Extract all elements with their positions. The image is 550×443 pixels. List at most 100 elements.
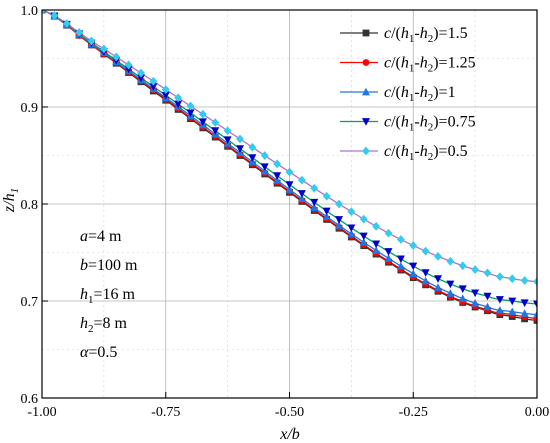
series-4-point: [421, 246, 430, 256]
series-3-point: [236, 145, 244, 153]
series-4-point: [248, 142, 257, 152]
series-4-point: [161, 85, 170, 94]
series-2-point: [322, 212, 331, 220]
series-2-point: [483, 302, 492, 311]
series-4-point: [42, 10, 46, 15]
series-3-point: [149, 83, 158, 91]
series-4-point: [384, 228, 393, 238]
series-3-point: [198, 118, 207, 126]
series-2-point: [520, 309, 529, 317]
series-2-point: [396, 261, 405, 270]
series-4-point: [87, 36, 96, 46]
series-3-point: [260, 163, 269, 171]
series-2-point: [409, 269, 418, 278]
series-4-point: [458, 261, 467, 271]
series-3-point: [359, 232, 368, 241]
legend-marker-3: [362, 118, 370, 126]
series-4-point: [347, 207, 356, 217]
legend-marker-0: [362, 29, 370, 37]
series-3-point: [335, 216, 343, 224]
tick-labels: -1.00 -0.75 -0.50 -0.25 0.00 0.6 0.7 0.8 0.9 1.0: [21, 4, 550, 420]
series-4-point: [149, 76, 158, 86]
series-3-point: [223, 136, 232, 144]
series-3-point: [458, 285, 467, 294]
series-3-point: [297, 190, 306, 198]
series-2-point: [495, 306, 504, 314]
series-4-point: [409, 241, 418, 250]
legend-label-3: c/(h1-h2)=0.75: [384, 114, 476, 134]
series-4-point: [520, 276, 529, 285]
series-2-point: [384, 254, 393, 262]
legend-marker-1: [362, 59, 370, 66]
series-4-point: [260, 151, 269, 160]
series-3-point: [174, 100, 183, 109]
series-3-point: [310, 198, 319, 207]
y-tick-label: 0.9: [21, 101, 39, 116]
series-4-point: [99, 44, 108, 54]
series-3-point: [384, 248, 393, 256]
series-4-point: [495, 272, 504, 282]
series-3-point: [396, 255, 405, 264]
series-3-point: [161, 91, 170, 100]
series-3-point: [421, 269, 430, 277]
annotation-a: a=4 m: [80, 228, 122, 245]
series-3-point: [211, 127, 220, 135]
annotation-h1: h1=16 m: [80, 286, 136, 306]
series-markers: [42, 10, 537, 324]
legend-label-0: c/(h1-h2)=1.5: [384, 25, 468, 45]
series-4-point: [310, 183, 319, 193]
series-4-point: [223, 126, 232, 136]
series-4-point: [198, 109, 207, 119]
series-3-point: [285, 181, 294, 189]
series-4-point: [372, 221, 381, 231]
series-4-point: [359, 214, 368, 224]
annotation-b: b=100 m: [80, 257, 138, 274]
legend-label-4: c/(h1-h2)=0.5: [384, 143, 468, 163]
series-4-point: [285, 167, 294, 177]
series-2-point: [359, 238, 368, 246]
series-4-point: [137, 68, 145, 78]
series-2-point: [372, 246, 381, 254]
x-tick-label: -0.25: [399, 405, 428, 420]
series-3-point: [520, 299, 529, 307]
series-2-point: [434, 283, 442, 291]
series-3-point: [124, 65, 133, 74]
series-4-point: [322, 191, 331, 201]
series-4-point: [508, 274, 517, 284]
series-3-point: [273, 172, 282, 180]
grid-lines: [42, 10, 537, 398]
series-2-point: [285, 185, 294, 193]
y-tick-label: 0.8: [21, 198, 39, 213]
series-3-point: [409, 262, 418, 271]
series-4-point: [396, 235, 405, 244]
series-2-point: [335, 221, 343, 229]
legend-label-1: c/(h1-h2)=1.25: [384, 55, 476, 75]
series-2-point: [533, 310, 537, 318]
series-4-point: [434, 251, 442, 261]
series-4-point: [471, 265, 480, 275]
series-4-point: [174, 93, 183, 103]
series-4-point: [112, 52, 121, 62]
series-3-point: [508, 297, 517, 306]
series-2-point: [310, 203, 319, 212]
x-tick-label: -0.50: [275, 405, 304, 420]
series-4-point: [62, 19, 71, 28]
series-3-point: [137, 74, 145, 83]
legend-marker-2: [362, 87, 370, 96]
series-3-point: [495, 296, 504, 304]
series-4-point: [75, 28, 84, 37]
series-3-point: [248, 154, 257, 162]
legend: c/(h1-h2)=1.5 c/(h1-h2)=1.25 c/(h1-h2)=1 c/…: [340, 25, 476, 163]
series-4-point: [297, 175, 306, 185]
series-4-point: [335, 199, 343, 209]
y-tick-label: 0.6: [21, 392, 39, 407]
y-tick-label: 1.0: [21, 4, 39, 19]
annotation-alpha: α=0.5: [80, 344, 117, 361]
series-4-point: [236, 134, 244, 144]
series-2-point: [508, 307, 517, 316]
series-3-point: [533, 300, 537, 309]
series-4-point: [211, 118, 220, 127]
x-axis-title: x/b: [279, 426, 300, 443]
series-3-point: [372, 240, 381, 249]
